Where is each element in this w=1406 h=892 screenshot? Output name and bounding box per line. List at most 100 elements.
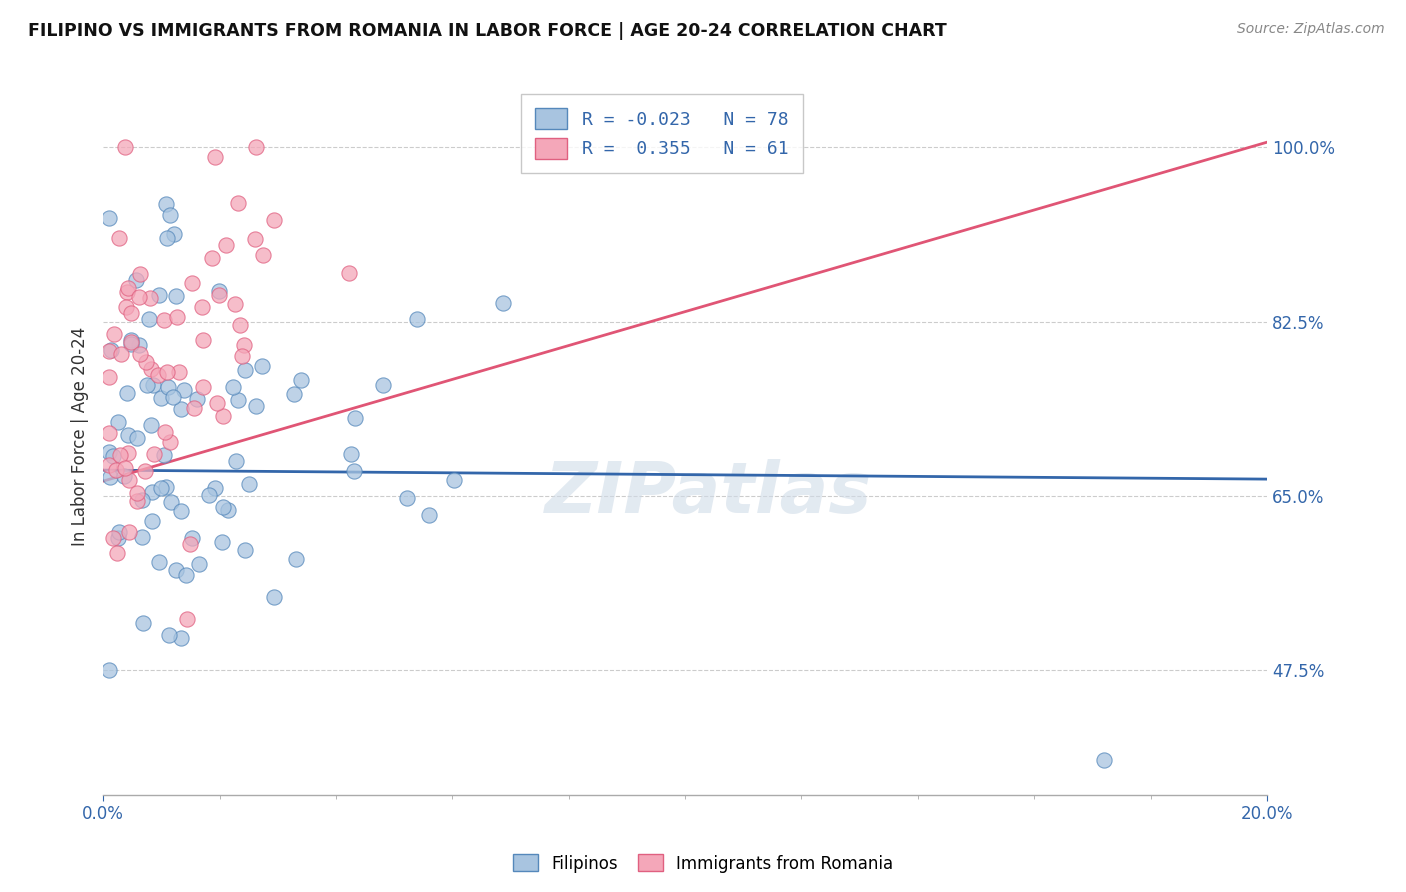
Point <box>97 663 120 677</box>
Point <box>191 301 214 315</box>
Point <box>150 481 173 495</box>
Text: FILIPINO VS IMMIGRANTS FROM ROMANIA IN LABOR FORCE | AGE 20-24 CORRELATION CHART: FILIPINO VS IMMIGRANTS FROM ROMANIA IN L… <box>28 22 946 40</box>
Point <box>224 297 246 311</box>
Point <box>208 284 231 298</box>
Point <box>120 306 142 320</box>
Point <box>107 524 129 539</box>
Point <box>443 473 465 487</box>
Point <box>128 267 150 281</box>
Point <box>131 530 153 544</box>
Point <box>188 557 211 571</box>
Point <box>107 415 129 429</box>
Point <box>101 531 124 545</box>
Point <box>221 380 243 394</box>
Point <box>97 425 120 440</box>
Point <box>115 301 138 315</box>
Point <box>233 338 256 352</box>
Point <box>252 248 274 262</box>
Point <box>160 495 183 509</box>
Point <box>100 343 122 358</box>
Point <box>114 461 136 475</box>
Point <box>211 534 233 549</box>
Point <box>155 197 177 211</box>
Point <box>141 485 163 500</box>
Y-axis label: In Labor Force | Age 20-24: In Labor Force | Age 20-24 <box>72 326 89 546</box>
Point <box>139 291 162 305</box>
Point <box>233 363 256 377</box>
Point <box>165 289 187 303</box>
Point <box>204 150 226 164</box>
Point <box>149 391 172 405</box>
Point <box>343 464 366 478</box>
Point <box>169 366 191 380</box>
Point <box>120 334 142 349</box>
Point <box>115 285 138 299</box>
Point <box>117 446 139 460</box>
Point <box>112 469 135 483</box>
Point <box>285 552 308 566</box>
Point <box>204 481 226 495</box>
Point <box>117 281 139 295</box>
Point <box>1092 753 1115 767</box>
Point <box>191 333 214 347</box>
Point <box>156 231 179 245</box>
Point <box>183 401 205 415</box>
Point <box>131 492 153 507</box>
Point <box>129 347 152 361</box>
Point <box>170 632 193 646</box>
Point <box>186 392 208 406</box>
Point <box>104 463 127 477</box>
Point <box>110 346 132 360</box>
Point <box>243 232 266 246</box>
Point <box>139 417 162 432</box>
Point <box>148 288 170 302</box>
Point <box>181 276 204 290</box>
Point <box>406 311 429 326</box>
Point <box>283 386 305 401</box>
Point <box>165 563 187 577</box>
Point <box>176 568 198 582</box>
Point <box>98 470 121 484</box>
Point <box>173 383 195 397</box>
Point <box>108 230 131 244</box>
Point <box>290 373 312 387</box>
Point <box>127 486 149 500</box>
Point <box>179 536 201 550</box>
Point <box>97 211 120 226</box>
Point <box>169 504 191 518</box>
Point <box>373 378 395 392</box>
Point <box>212 500 235 514</box>
Point <box>97 344 120 359</box>
Point <box>128 338 150 352</box>
Point <box>208 288 231 302</box>
Point <box>340 447 363 461</box>
Point <box>118 473 141 487</box>
Point <box>152 448 174 462</box>
Point <box>245 400 267 414</box>
Point <box>200 251 222 265</box>
Point <box>231 349 253 363</box>
Point <box>120 336 142 351</box>
Point <box>148 556 170 570</box>
Point <box>131 616 153 631</box>
Point <box>337 266 360 280</box>
Point <box>263 590 285 604</box>
Point <box>492 295 515 310</box>
Point <box>146 368 169 382</box>
Point <box>250 359 273 373</box>
Point <box>97 458 120 472</box>
Point <box>245 140 267 154</box>
Point <box>238 476 260 491</box>
Point <box>418 508 440 523</box>
Point <box>197 488 219 502</box>
Point <box>229 318 252 333</box>
Point <box>176 612 198 626</box>
Point <box>156 365 179 379</box>
Point <box>153 313 176 327</box>
Point <box>103 449 125 463</box>
Point <box>115 386 138 401</box>
Point <box>225 454 247 468</box>
Point <box>117 524 139 539</box>
Point <box>136 378 159 392</box>
Point <box>166 310 188 324</box>
